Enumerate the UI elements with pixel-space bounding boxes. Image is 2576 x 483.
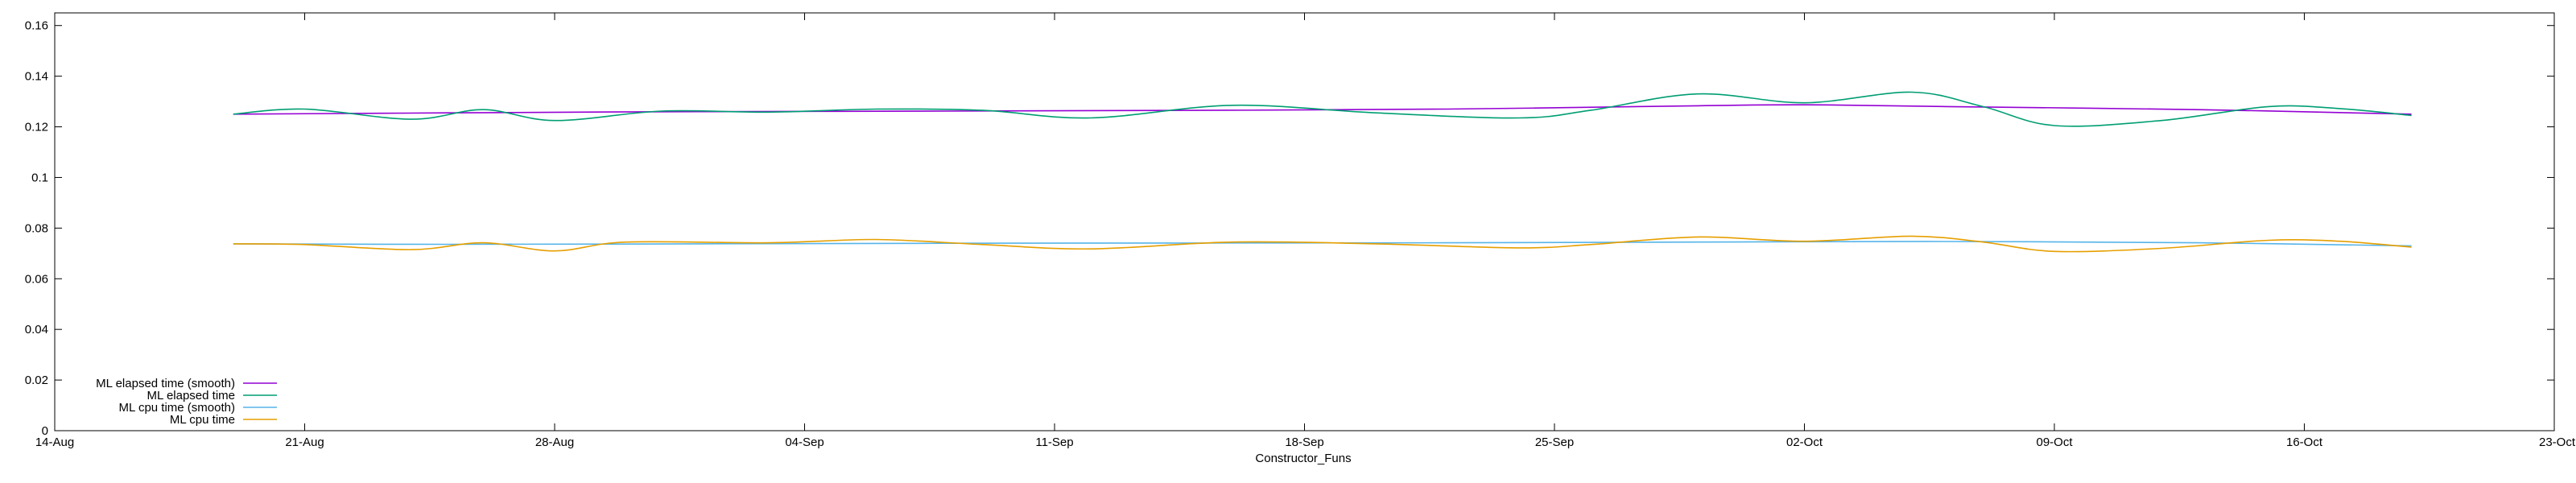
x-tick-label: 18-Sep (1285, 436, 1323, 449)
legend-label-ml-cpu-time-smooth: ML cpu time (smooth) (119, 401, 236, 415)
x-tick-label: 04-Sep (785, 436, 824, 449)
x-tick-label: 09-Oct (2036, 436, 2073, 449)
y-tick-label: 0.02 (25, 374, 48, 387)
x-tick-label: 28-Aug (535, 436, 574, 449)
series-line-ml-elapsed-time (233, 91, 2412, 127)
x-tick-label: 11-Sep (1035, 436, 1073, 449)
plot-border (54, 12, 2555, 431)
x-tick-label: 14-Aug (35, 436, 74, 449)
x-tick-label: 23-Oct (2539, 436, 2576, 449)
x-tick-label: 16-Oct (2286, 436, 2323, 449)
legend-label-ml-cpu-time: ML cpu time (170, 413, 235, 427)
y-tick-label: 0.08 (25, 221, 48, 235)
series-line-ml-cpu-time (233, 235, 2412, 253)
y-tick-label: 0.14 (25, 70, 48, 84)
plot-frame (54, 12, 2555, 431)
y-tick-label: 0.16 (25, 19, 48, 33)
legend: ML elapsed time (smooth)ML elapsed timeM… (96, 377, 277, 427)
x-tick-label: 02-Oct (1786, 436, 1823, 449)
legend-label-ml-elapsed-time: ML elapsed time (147, 389, 236, 402)
y-tick-label: 0 (42, 424, 48, 438)
series-line-ml-elapsed-time-smooth (233, 104, 2412, 115)
y-tick-label: 0.04 (25, 323, 48, 336)
series-lines (233, 91, 2412, 253)
x-tick-label: 21-Aug (285, 436, 324, 449)
x-axis-title: Constructor_Funs (1255, 452, 1351, 465)
legend-label-ml-elapsed-time-smooth: ML elapsed time (smooth) (96, 377, 235, 390)
y-tick-label: 0.1 (31, 171, 48, 184)
y-tick-label: 0.06 (25, 272, 48, 286)
axis-ticks: 0 0.02 0.04 0.06 0.08 0.1 0.12 0.14 0.16 14-Aug 21… (25, 13, 2576, 449)
x-tick-label: 25-Sep (1535, 436, 1574, 449)
y-tick-label: 0.12 (25, 121, 48, 134)
